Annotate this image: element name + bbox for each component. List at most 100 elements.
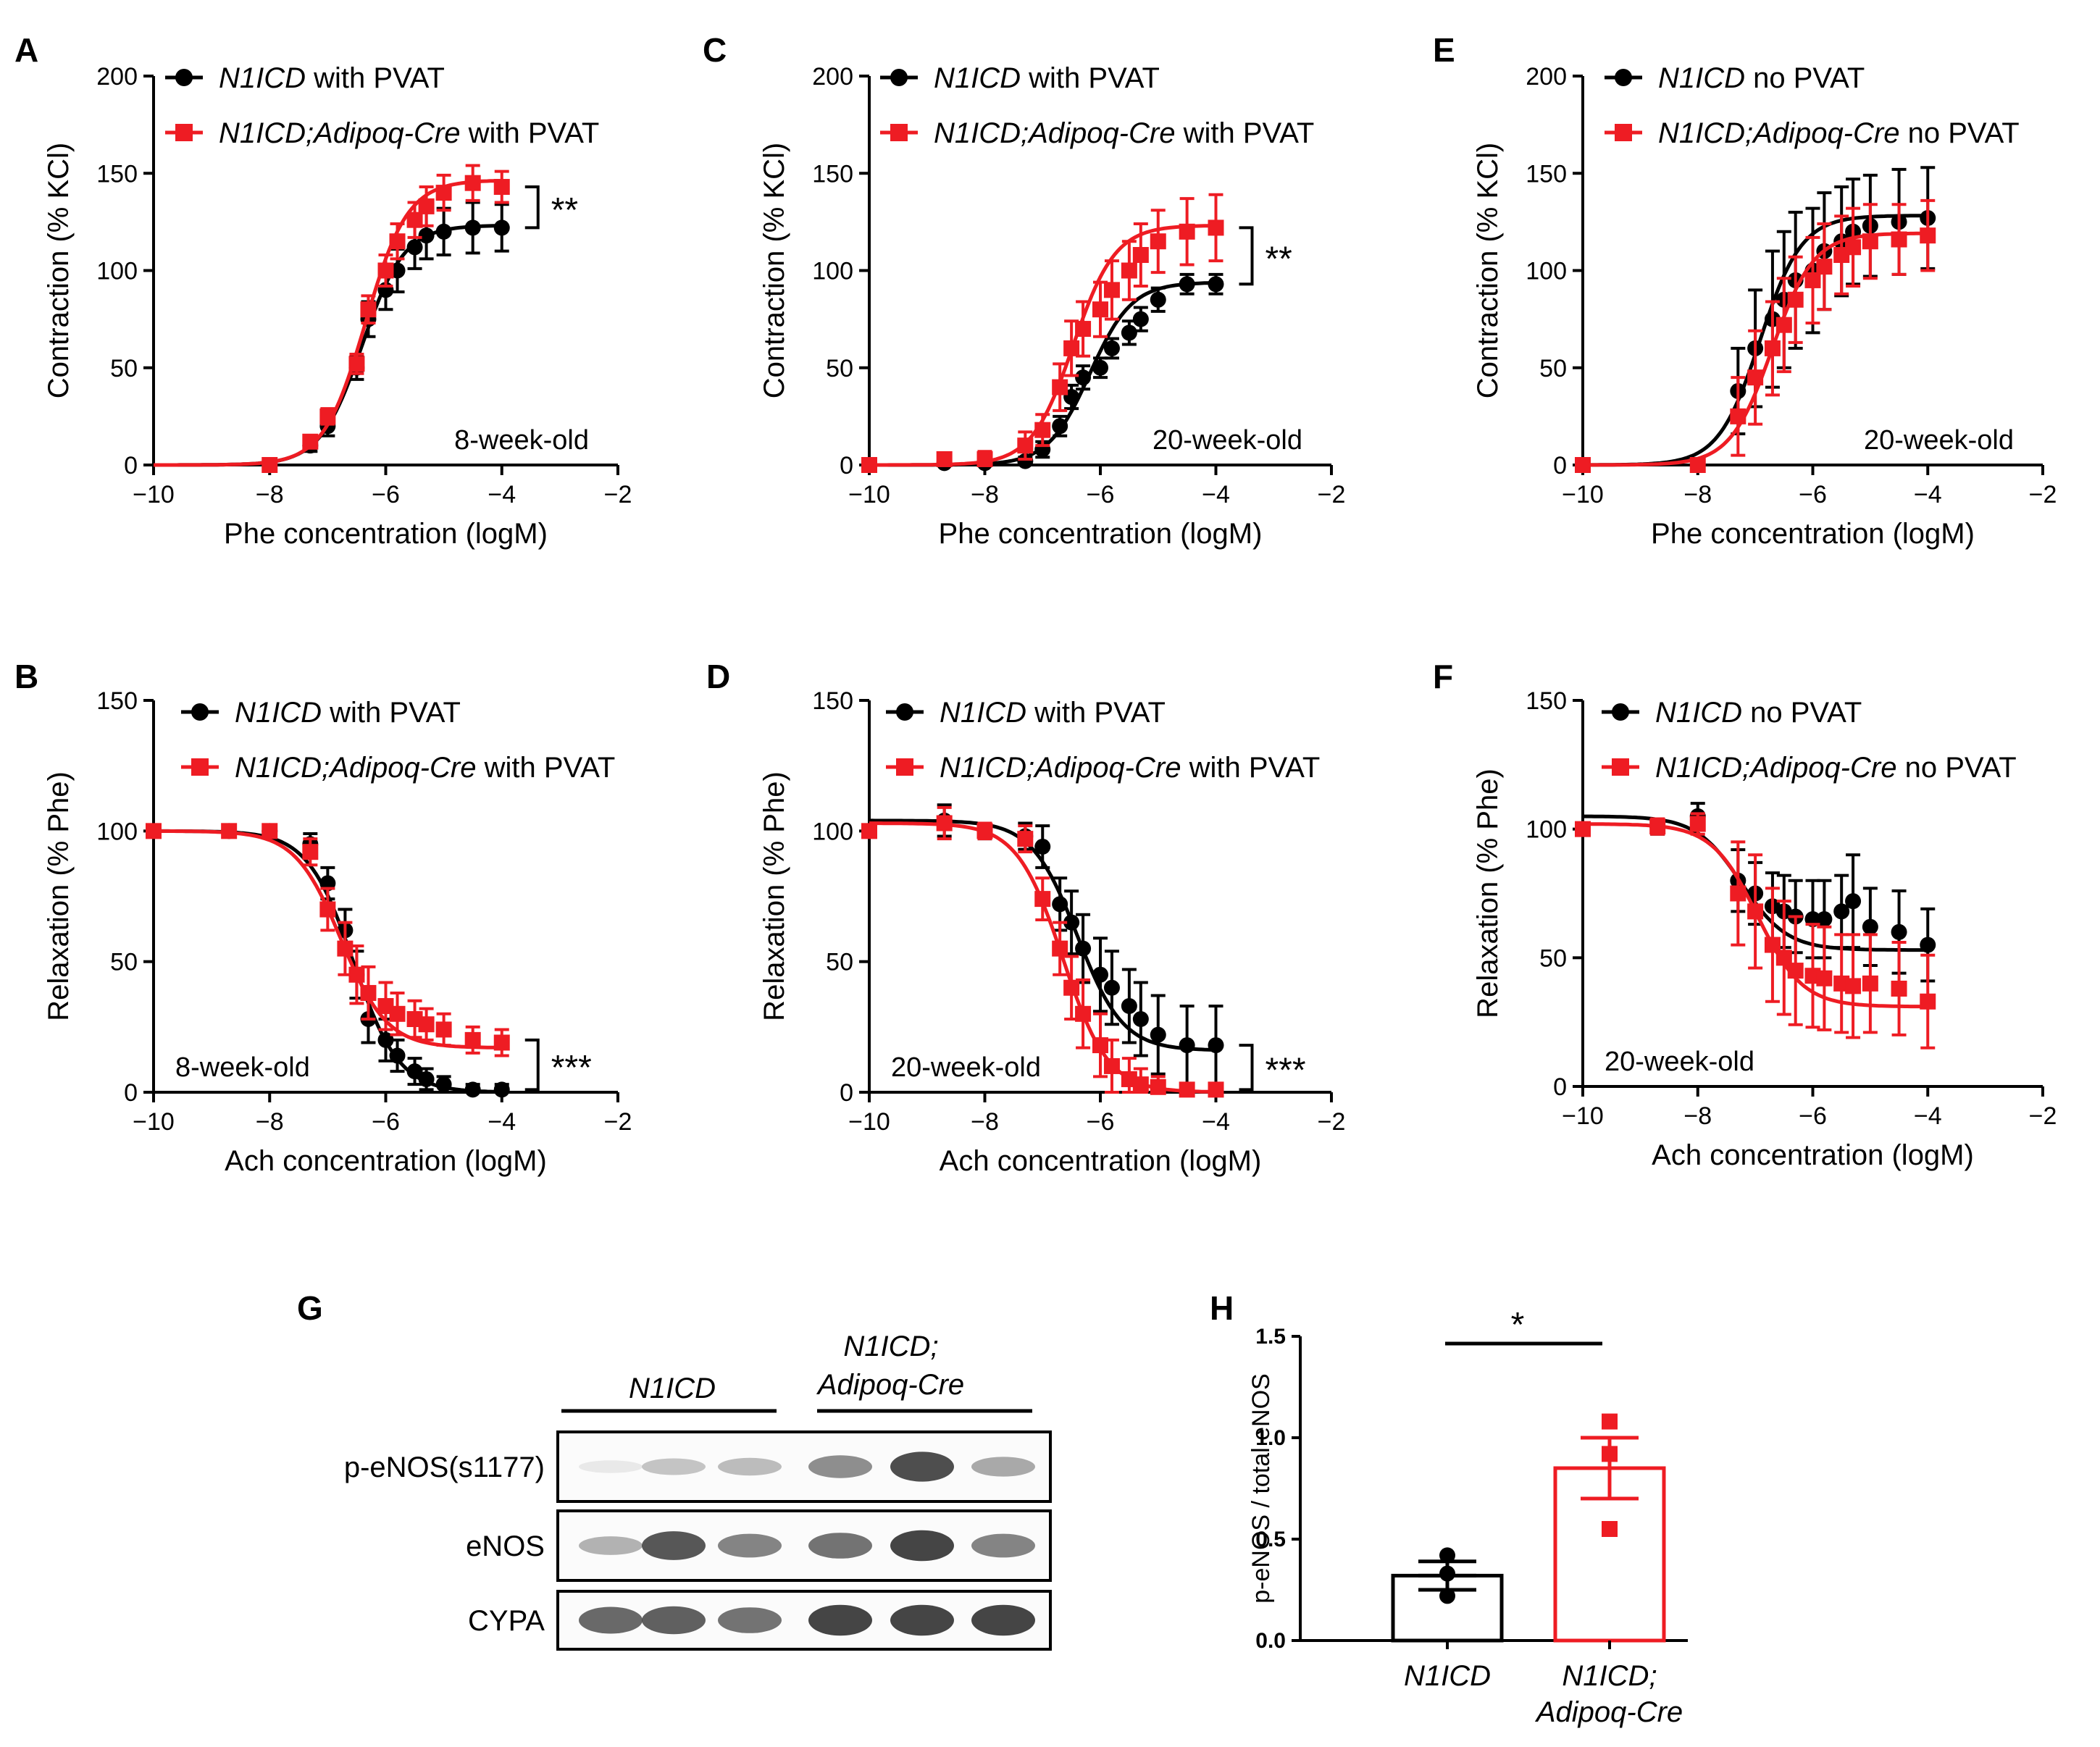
data-point bbox=[337, 940, 354, 957]
y-axis-label: Contraction (% KCl) bbox=[1472, 143, 1504, 398]
y-tick-label: 0 bbox=[124, 1079, 138, 1107]
significance-bracket bbox=[524, 1038, 540, 1092]
legend-italic: N1ICD bbox=[934, 62, 1021, 94]
legend-marker bbox=[890, 69, 908, 86]
x-axis-label: Phe concentration (logM) bbox=[939, 518, 1263, 550]
data-point bbox=[1575, 821, 1591, 837]
panel-A: A 0 50 100 150 200 −10 −8 −6 −4 −2 Phe concentratio… bbox=[14, 31, 632, 550]
blot-band bbox=[971, 1604, 1035, 1636]
data-point bbox=[1052, 896, 1068, 913]
blot-band bbox=[808, 1455, 872, 1478]
data-point bbox=[1920, 937, 1936, 953]
y-tick-label: 100 bbox=[1526, 816, 1567, 844]
data-point bbox=[1816, 911, 1833, 928]
data-point bbox=[1439, 1588, 1455, 1604]
legend-italic: N1ICD;Adipoq-Cre bbox=[934, 117, 1175, 149]
legend-italic: N1ICD;Adipoq-Cre bbox=[219, 117, 460, 149]
data-point bbox=[1063, 914, 1080, 931]
data-point bbox=[1132, 311, 1149, 327]
category-label-line2: Adipoq-Cre bbox=[1535, 1696, 1683, 1728]
data-point bbox=[435, 223, 452, 240]
data-point bbox=[1891, 923, 1907, 940]
legend-entry: N1ICD;Adipoq-Cre with PVAT bbox=[235, 752, 615, 784]
legend-marker bbox=[175, 69, 193, 86]
data-point bbox=[1920, 993, 1936, 1010]
data-point bbox=[1602, 1521, 1618, 1537]
data-point bbox=[1103, 282, 1120, 298]
x-tick-label: −4 bbox=[1914, 1102, 1942, 1130]
data-point bbox=[221, 823, 238, 839]
data-point bbox=[1150, 291, 1166, 308]
data-point bbox=[1075, 321, 1092, 338]
blot-group1-label: N1ICD bbox=[629, 1373, 716, 1404]
x-tick-label: −8 bbox=[1683, 481, 1712, 508]
age-annotation: 20-week-old bbox=[1153, 425, 1302, 456]
data-point bbox=[1132, 1076, 1149, 1093]
x-tick-label: −10 bbox=[133, 1108, 175, 1136]
data-point bbox=[1862, 975, 1878, 992]
data-point bbox=[1602, 1446, 1618, 1462]
blot-band bbox=[718, 1457, 782, 1476]
y-tick-label: 0.0 bbox=[1255, 1629, 1286, 1653]
y-tick-label: 50 bbox=[826, 355, 853, 382]
y-tick-label: 50 bbox=[110, 355, 138, 382]
x-tick-label: −6 bbox=[1799, 1102, 1827, 1130]
panel-E: E 0 50 100 150 200 −10 −8 −6 −4 −2 Phe concentratio… bbox=[1433, 31, 2057, 550]
panel-label: F bbox=[1433, 658, 1453, 695]
x-tick-label: −4 bbox=[1914, 481, 1942, 508]
data-point bbox=[360, 984, 377, 1001]
data-point bbox=[406, 239, 423, 256]
y-tick-label: 200 bbox=[812, 63, 853, 91]
data-point bbox=[493, 1034, 510, 1051]
legend-marker bbox=[896, 758, 913, 776]
data-point bbox=[1075, 940, 1092, 957]
legend-marker bbox=[1615, 124, 1632, 141]
x-tick-label: −8 bbox=[1683, 1102, 1712, 1130]
data-point bbox=[1787, 291, 1804, 308]
blot-band bbox=[890, 1451, 954, 1482]
data-point bbox=[1103, 979, 1120, 996]
x-tick-label: −6 bbox=[372, 1108, 400, 1136]
legend-entry: N1ICD;Adipoq-Cre with PVAT bbox=[219, 117, 599, 149]
data-point bbox=[464, 1081, 481, 1098]
y-tick-label: 100 bbox=[1526, 258, 1567, 285]
y-tick-label: 50 bbox=[1539, 355, 1567, 382]
significance-bracket bbox=[1239, 1044, 1254, 1092]
data-point bbox=[435, 1076, 452, 1093]
data-point bbox=[1689, 457, 1706, 473]
blot-band bbox=[718, 1533, 782, 1558]
significance-marker: *** bbox=[551, 1049, 592, 1087]
data-point bbox=[493, 1081, 510, 1098]
y-tick-label: 0 bbox=[840, 452, 853, 479]
data-point bbox=[377, 1031, 394, 1048]
data-point bbox=[1845, 893, 1862, 910]
y-tick-label: 100 bbox=[812, 258, 853, 285]
data-point bbox=[1034, 891, 1051, 908]
x-tick-label: −10 bbox=[848, 1108, 890, 1136]
data-point bbox=[1075, 369, 1092, 386]
data-point bbox=[1017, 831, 1034, 847]
data-point bbox=[1179, 276, 1195, 293]
data-point bbox=[976, 451, 993, 467]
data-point bbox=[464, 175, 481, 191]
data-point bbox=[1816, 259, 1833, 275]
panel-label: D bbox=[706, 658, 730, 695]
data-point bbox=[1775, 317, 1792, 333]
blot-band bbox=[579, 1460, 643, 1473]
data-point bbox=[1150, 1026, 1166, 1043]
y-tick-label: 150 bbox=[812, 687, 853, 715]
y-axis-label: Relaxation (% Phe) bbox=[758, 771, 790, 1021]
data-point bbox=[1132, 1011, 1149, 1028]
y-tick-label: 50 bbox=[1539, 944, 1567, 972]
y-tick-label: 100 bbox=[96, 258, 138, 285]
blot-group2-label-line1: N1ICD; bbox=[843, 1331, 938, 1362]
data-point bbox=[936, 815, 953, 831]
data-point bbox=[493, 219, 510, 236]
legend-entry: N1ICD with PVAT bbox=[940, 697, 1166, 729]
y-tick-label: 150 bbox=[1526, 687, 1567, 715]
data-point bbox=[418, 1071, 435, 1087]
x-tick-label: −4 bbox=[1202, 481, 1230, 508]
data-point bbox=[377, 262, 394, 279]
y-tick-label: 50 bbox=[826, 949, 853, 976]
data-point bbox=[464, 219, 481, 236]
